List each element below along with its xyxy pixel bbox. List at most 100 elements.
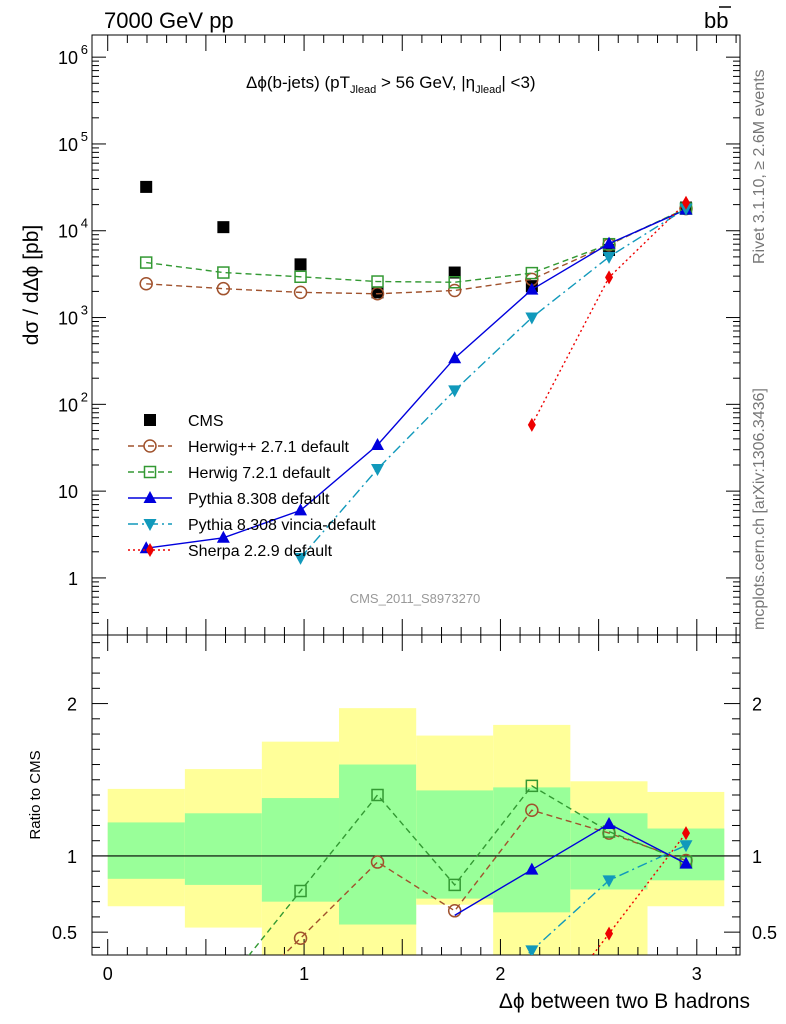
legend-label: Herwig 7.2.1 default [188,465,331,482]
green-band-bin [339,764,417,925]
ratio-line [248,784,687,955]
series-line [531,202,687,426]
legend-label: CMS [188,413,224,430]
legend-entry: Herwig++ 2.7.1 default [128,439,350,456]
data-marker [525,803,539,817]
legend: CMS Herwig++ 2.7.1 default Herwig 7.2.1 de… [128,413,376,560]
legend-entry: Sherpa 2.2.9 default [128,543,333,560]
legend-label: Herwig++ 2.7.1 default [188,439,350,456]
data-marker [294,503,308,516]
data-series [139,180,693,955]
x-tick-label: 2 [495,964,505,984]
data-marker [217,221,230,234]
y-tick-label: 10 [58,395,78,415]
energy-label: 7000 GeV pp [104,8,234,33]
legend-entry: CMS [144,413,224,430]
data-marker [371,275,384,288]
data-marker [371,438,385,451]
legend-entry: Herwig 7.2.1 default [128,465,331,482]
ratio-pythia-8-308-default [454,816,693,916]
ratio-series-group [248,779,693,955]
legend-entry: Pythia 8.308 vincia-default [128,517,376,534]
y-tick-exponent: 2 [81,389,88,404]
data-marker [294,258,307,271]
x-tick-label: 0 [103,964,113,984]
data-marker [682,826,690,841]
ratio-y-tick-label: 0.5 [52,923,77,943]
series-sherpa-2-2-9-default [527,195,690,432]
data-marker [370,855,385,869]
data-marker [216,281,231,296]
x-tick-label: 1 [299,964,309,984]
ratio-y-tick-label: 2 [67,695,77,715]
data-marker [682,195,690,210]
series-line [300,207,687,559]
data-marker [144,414,156,426]
rivet-label: Rivet 3.1.10, ≥ 2.6M events [751,69,768,264]
data-marker [602,236,616,249]
data-marker [146,543,154,557]
y-tick-exponent: 5 [81,129,88,144]
data-marker [602,816,616,829]
data-marker [294,552,308,565]
data-marker [679,840,693,853]
data-marker [448,276,461,289]
data-marker [139,256,153,269]
data-marker [143,465,157,479]
data-marker [605,926,614,941]
green-band-bin [416,790,494,899]
data-marker [605,270,614,285]
ratio-y-axis-label: Ratio to CMS [27,750,44,839]
data-marker [447,283,462,298]
data-marker [371,463,385,476]
x-tick-label: 3 [692,964,702,984]
y-tick-label: 10 [58,222,78,242]
ratio-line [454,823,687,916]
main-title: Δϕ(b-jets) (pTJlead > 56 GeV, |ηJlead| <… [246,73,536,96]
data-marker [525,312,539,325]
data-marker [527,417,536,432]
ratio-y-tick-label: 1 [67,847,77,867]
data-marker [679,856,693,869]
ratio-uncertainty-bands [92,708,740,955]
data-marker [139,277,153,291]
green-band-bin [493,787,571,913]
analysis-label: CMS_2011_S8973270 [350,591,481,606]
data-marker [143,519,157,531]
data-marker [216,530,230,543]
data-marker [143,439,157,453]
series-pythia-8-308-vincia-default [294,203,693,565]
data-marker [140,180,153,193]
legend-label: Pythia 8.308 default [188,491,330,508]
green-band-bin [261,798,340,902]
data-marker [525,779,539,793]
data-marker [525,945,539,955]
data-marker [371,788,384,802]
data-marker [293,285,308,300]
ratio-line [282,809,687,955]
y-tick-label: 10 [58,309,78,329]
data-marker [448,385,462,398]
y-tick-exponent: 4 [81,216,88,231]
data-marker [602,875,616,888]
data-marker [525,862,539,875]
x-axis-label: Δϕ between two B hadrons [499,990,750,1013]
data-marker [143,491,157,503]
data-marker [294,884,307,898]
data-marker [525,266,539,280]
y-tick-label: 10 [58,135,78,155]
main-y-axis-label: dσ / dΔϕ [pb] [20,225,43,345]
data-marker [217,266,230,279]
y-tick-label: 10 [58,48,78,68]
legend-label: Sherpa 2.2.9 default [188,543,333,560]
series-herwig-2-7-1-default [139,201,693,301]
y-tick-exponent: 6 [81,42,88,57]
series-line [146,207,687,295]
ratio-pythia-8-308-vincia-default [525,840,693,955]
data-marker [448,266,461,279]
process-label: bb [704,6,731,33]
data-marker [294,270,307,284]
legend-entry: Pythia 8.308 default [128,491,330,508]
